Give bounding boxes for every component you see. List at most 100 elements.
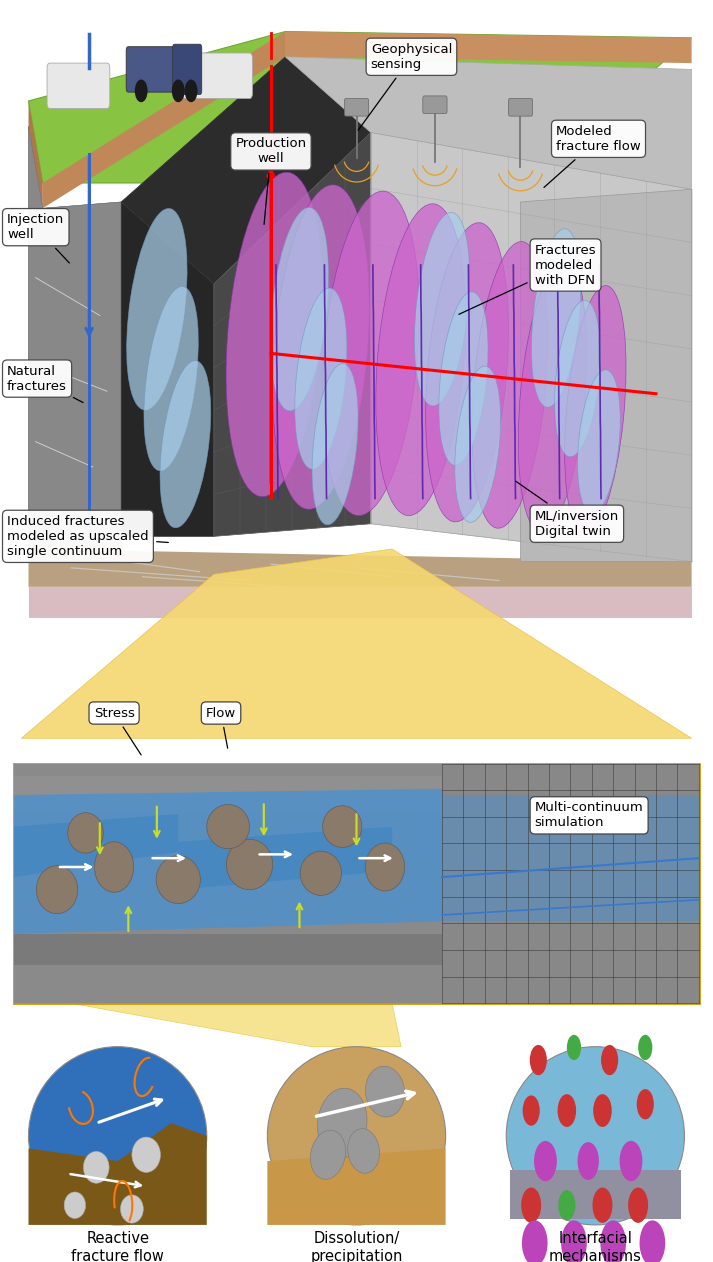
Polygon shape — [21, 549, 692, 738]
Text: Reactive
fracture flow: Reactive fracture flow — [71, 1232, 164, 1262]
Polygon shape — [29, 101, 43, 208]
FancyBboxPatch shape — [14, 764, 699, 1003]
Polygon shape — [371, 133, 692, 562]
Polygon shape — [29, 126, 121, 549]
Circle shape — [522, 1220, 548, 1262]
Polygon shape — [29, 587, 692, 618]
Text: Production
well: Production well — [235, 138, 307, 225]
Circle shape — [601, 1045, 618, 1075]
Ellipse shape — [94, 842, 134, 892]
Polygon shape — [267, 1148, 446, 1225]
Ellipse shape — [120, 1195, 143, 1223]
Text: Multi-continuum
simulation: Multi-continuum simulation — [535, 801, 644, 829]
Ellipse shape — [226, 172, 323, 497]
Polygon shape — [29, 1123, 207, 1225]
Circle shape — [523, 1095, 540, 1126]
Polygon shape — [14, 934, 442, 965]
Text: Natural
fractures: Natural fractures — [7, 365, 83, 403]
Ellipse shape — [312, 363, 358, 525]
Ellipse shape — [160, 361, 211, 528]
Circle shape — [561, 1220, 587, 1262]
Polygon shape — [29, 32, 692, 183]
Polygon shape — [121, 57, 371, 284]
Ellipse shape — [29, 1046, 207, 1225]
Polygon shape — [14, 776, 442, 814]
Ellipse shape — [555, 300, 600, 457]
Text: Induced fractures
modeled as upscaled
single continuum: Induced fractures modeled as upscaled si… — [7, 515, 168, 558]
Ellipse shape — [348, 1128, 379, 1174]
Ellipse shape — [365, 843, 405, 891]
Polygon shape — [178, 827, 392, 890]
Ellipse shape — [207, 805, 250, 848]
FancyBboxPatch shape — [423, 96, 447, 114]
Polygon shape — [29, 549, 692, 587]
Circle shape — [637, 1089, 654, 1119]
Text: Flow: Flow — [206, 707, 236, 748]
FancyBboxPatch shape — [173, 44, 202, 95]
Ellipse shape — [227, 839, 272, 890]
Ellipse shape — [144, 286, 198, 471]
Ellipse shape — [578, 370, 620, 514]
Ellipse shape — [317, 1088, 367, 1159]
Circle shape — [558, 1190, 575, 1220]
Ellipse shape — [376, 203, 466, 516]
Ellipse shape — [565, 285, 626, 535]
FancyBboxPatch shape — [183, 53, 252, 98]
Polygon shape — [14, 789, 442, 934]
Ellipse shape — [366, 1066, 404, 1117]
Text: Interfacial
mechanisms: Interfacial mechanisms — [549, 1232, 642, 1262]
Circle shape — [521, 1188, 541, 1223]
Ellipse shape — [156, 856, 200, 904]
Ellipse shape — [426, 222, 508, 522]
Ellipse shape — [310, 1131, 346, 1179]
Text: Fractures
modeled
with DFN: Fractures modeled with DFN — [459, 244, 596, 314]
Ellipse shape — [294, 288, 347, 469]
Ellipse shape — [272, 184, 369, 510]
Circle shape — [620, 1141, 642, 1181]
Ellipse shape — [267, 1046, 446, 1225]
Circle shape — [530, 1045, 547, 1075]
Polygon shape — [71, 1003, 401, 1046]
Circle shape — [558, 1094, 576, 1127]
Ellipse shape — [518, 262, 587, 533]
Circle shape — [593, 1188, 612, 1223]
Ellipse shape — [132, 1137, 160, 1172]
FancyBboxPatch shape — [14, 764, 442, 1003]
Text: Geophysical
sensing: Geophysical sensing — [358, 43, 452, 130]
Circle shape — [578, 1142, 599, 1180]
FancyBboxPatch shape — [126, 47, 198, 92]
Circle shape — [567, 1035, 581, 1060]
Circle shape — [638, 1035, 652, 1060]
Text: Modeled
fracture flow: Modeled fracture flow — [544, 125, 641, 188]
Circle shape — [640, 1220, 665, 1262]
Ellipse shape — [322, 191, 419, 516]
Polygon shape — [43, 32, 285, 208]
Ellipse shape — [455, 366, 501, 522]
FancyBboxPatch shape — [0, 738, 713, 1262]
Ellipse shape — [531, 228, 581, 408]
Polygon shape — [520, 189, 692, 562]
Circle shape — [534, 1141, 557, 1181]
Ellipse shape — [127, 208, 187, 410]
Text: Injection
well: Injection well — [7, 213, 69, 262]
FancyBboxPatch shape — [442, 764, 699, 1003]
Circle shape — [628, 1188, 648, 1223]
Text: ML/inversion
Digital twin: ML/inversion Digital twin — [515, 481, 619, 538]
Ellipse shape — [68, 813, 103, 853]
Circle shape — [600, 1220, 626, 1262]
Circle shape — [593, 1094, 612, 1127]
Polygon shape — [121, 202, 214, 536]
FancyBboxPatch shape — [0, 0, 713, 587]
Circle shape — [185, 80, 198, 102]
FancyBboxPatch shape — [47, 63, 110, 109]
Ellipse shape — [506, 1046, 684, 1225]
Polygon shape — [14, 814, 178, 877]
Polygon shape — [285, 32, 692, 63]
Polygon shape — [29, 126, 121, 549]
Ellipse shape — [36, 866, 78, 914]
Ellipse shape — [322, 806, 362, 848]
Polygon shape — [214, 133, 371, 536]
FancyBboxPatch shape — [442, 795, 699, 921]
Ellipse shape — [472, 241, 548, 529]
Ellipse shape — [83, 1151, 109, 1184]
